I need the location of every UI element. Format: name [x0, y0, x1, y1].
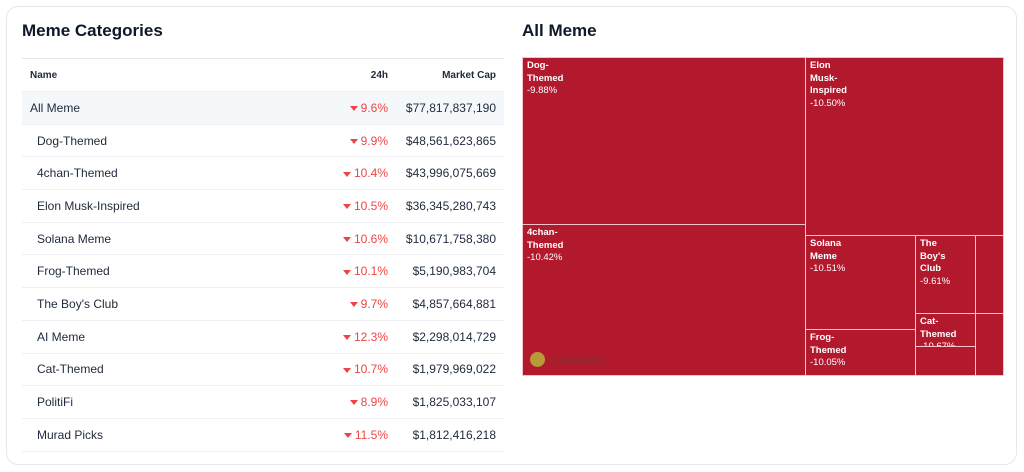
caret-down-icon	[342, 204, 351, 210]
col-24h[interactable]: 24h	[370, 69, 388, 81]
treemap-tile[interactable]: Cat- Themed -10.67%	[915, 313, 976, 347]
table-row[interactable]: Cat-Themed 10.7% $1,979,969,022	[22, 354, 504, 387]
treemap-tile-small[interactable]	[975, 313, 1004, 376]
market-cap: $5,190,983,704	[412, 264, 496, 279]
table-row[interactable]: Elon Musk-Inspired 10.5% $36,345,280,743	[22, 190, 504, 223]
change-24h: 10.6%	[288, 232, 388, 246]
tile-label: Elon Musk- Inspired	[810, 60, 847, 97]
table-title: Meme Categories	[22, 21, 163, 40]
treemap-tile[interactable]: 4chan- Themed -10.42%	[522, 224, 806, 376]
market-cap: $36,345,280,743	[405, 198, 496, 213]
category-name[interactable]: The Boy's Club	[37, 296, 118, 311]
category-name[interactable]: All Meme	[30, 100, 81, 115]
caret-down-icon	[342, 171, 351, 177]
market-cap: $48,561,623,865	[405, 133, 496, 148]
market-cap: $2,298,014,729	[412, 329, 496, 344]
category-name[interactable]: Solana Meme	[37, 231, 112, 246]
table-row[interactable]: AI Meme 12.3% $2,298,014,729	[22, 321, 504, 354]
market-cap: $77,817,837,190	[405, 100, 496, 115]
table-row[interactable]: Murad Picks 11.5% $1,812,416,218	[22, 419, 504, 452]
tile-label: 4chan- Themed	[527, 227, 564, 251]
category-name[interactable]: Cat-Themed	[37, 362, 104, 377]
table-row[interactable]: Solana Meme 10.6% $10,671,758,380	[22, 223, 504, 256]
category-name[interactable]: PolitiFi	[37, 395, 74, 410]
change-24h: 8.9%	[288, 395, 388, 409]
change-24h: 9.7%	[288, 297, 388, 311]
tile-change: -9.88%	[527, 85, 558, 97]
category-name[interactable]: Murad Picks	[37, 427, 104, 442]
market-cap: $4,857,664,881	[412, 296, 496, 311]
categories-table: Name 24h Market Cap All Meme 9.6% $77,81…	[22, 58, 504, 452]
caret-down-icon	[342, 367, 351, 373]
table-row[interactable]: All Meme 9.6% $77,817,837,190	[22, 92, 504, 125]
tile-label: Solana Meme	[810, 238, 842, 262]
caret-down-icon	[349, 106, 358, 112]
category-name[interactable]: AI Meme	[37, 329, 86, 344]
caret-down-icon	[342, 269, 351, 275]
treemap-tile-small[interactable]	[975, 235, 1004, 314]
coingecko-logo-icon	[530, 352, 545, 367]
change-24h: 11.5%	[288, 428, 388, 442]
treemap-tile[interactable]: Solana Meme -10.51%	[805, 235, 916, 330]
table-row[interactable]: The Boy's Club 9.7% $4,857,664,881	[22, 288, 504, 321]
change-24h: 9.9%	[288, 134, 388, 148]
tile-change: -10.51%	[810, 263, 846, 275]
tile-label: Cat- Themed	[920, 316, 957, 340]
tile-label: Dog- Themed	[527, 60, 564, 84]
change-24h: 10.7%	[288, 362, 388, 376]
category-name[interactable]: 4chan-Themed	[37, 166, 118, 181]
caret-down-icon	[343, 433, 352, 439]
market-cap: $43,996,075,669	[405, 166, 496, 181]
tile-label: The Boy's Club	[920, 238, 946, 275]
table-row[interactable]: Frog-Themed 10.1% $5,190,983,704	[22, 255, 504, 289]
tile-label: Frog- Themed	[810, 332, 847, 356]
table-row[interactable]: 4chan-Themed 10.4% $43,996,075,669	[22, 157, 504, 191]
treemap-tile-small[interactable]	[915, 346, 976, 376]
caret-down-icon	[342, 236, 351, 242]
change-24h: 12.3%	[288, 330, 388, 344]
tile-change: -10.67%	[920, 341, 956, 347]
category-name[interactable]: Elon Musk-Inspired	[37, 198, 140, 213]
col-market-cap[interactable]: Market Cap	[442, 69, 496, 81]
meme-categories-card	[6, 6, 1017, 465]
treemap-tile[interactable]: The Boy's Club -9.61%	[915, 235, 976, 314]
change-24h: 10.4%	[288, 166, 388, 180]
market-cap: $1,979,969,022	[412, 362, 496, 377]
table-row[interactable]: Dog-Themed 9.9% $48,561,623,865	[22, 125, 504, 158]
change-24h: 10.5%	[288, 199, 388, 213]
table-row[interactable]: PolitiFi 8.9% $1,825,033,107	[22, 386, 504, 419]
coingecko-watermark: coingecko	[530, 352, 604, 367]
treemap-tile[interactable]: Dog- Themed -9.88%	[522, 57, 806, 225]
col-name[interactable]: Name	[30, 69, 58, 81]
table-header: Name 24h Market Cap	[22, 59, 504, 92]
market-cap: $1,812,416,218	[412, 427, 496, 442]
change-24h: 9.6%	[288, 101, 388, 115]
tile-change: -10.42%	[527, 252, 563, 264]
tile-change: -10.50%	[810, 98, 846, 110]
category-name[interactable]: Frog-Themed	[37, 264, 110, 279]
change-24h: 10.1%	[288, 264, 388, 278]
treemap-title: All Meme	[522, 21, 597, 40]
treemap-tile[interactable]: Elon Musk- Inspired -10.50%	[805, 57, 1004, 236]
caret-down-icon	[342, 334, 351, 340]
treemap-tile[interactable]: Frog- Themed -10.05%	[805, 329, 916, 376]
market-cap: $1,825,033,107	[412, 395, 496, 410]
caret-down-icon	[349, 400, 358, 406]
category-name[interactable]: Dog-Themed	[37, 133, 108, 148]
caret-down-icon	[349, 138, 358, 144]
tile-change: -9.61%	[920, 276, 951, 288]
market-cap: $10,671,758,380	[405, 231, 496, 246]
caret-down-icon	[349, 302, 358, 308]
tile-change: -10.05%	[810, 357, 846, 369]
